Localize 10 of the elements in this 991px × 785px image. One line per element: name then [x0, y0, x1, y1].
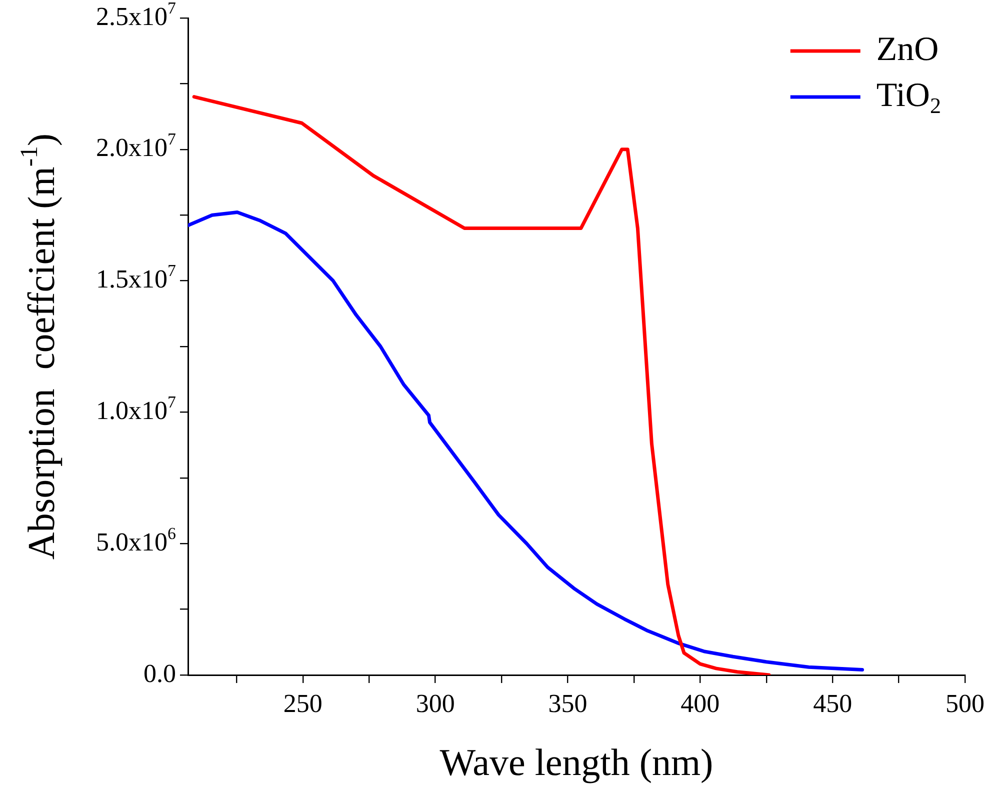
- y-tick-label: 0.0: [144, 658, 176, 688]
- x-tick-label: 500: [946, 688, 984, 718]
- x-axis-title: Wave length (nm): [440, 742, 714, 784]
- x-tick-label: 450: [813, 688, 852, 718]
- x-tick-label: 250: [283, 688, 322, 718]
- x-tick-label: 350: [548, 688, 588, 718]
- x-tick-label: 300: [416, 688, 455, 718]
- legend-label: ZnO: [876, 30, 939, 68]
- y-axis-title: Absorption coeffcient (m-1): [16, 133, 63, 560]
- x-tick-label: 400: [680, 688, 720, 718]
